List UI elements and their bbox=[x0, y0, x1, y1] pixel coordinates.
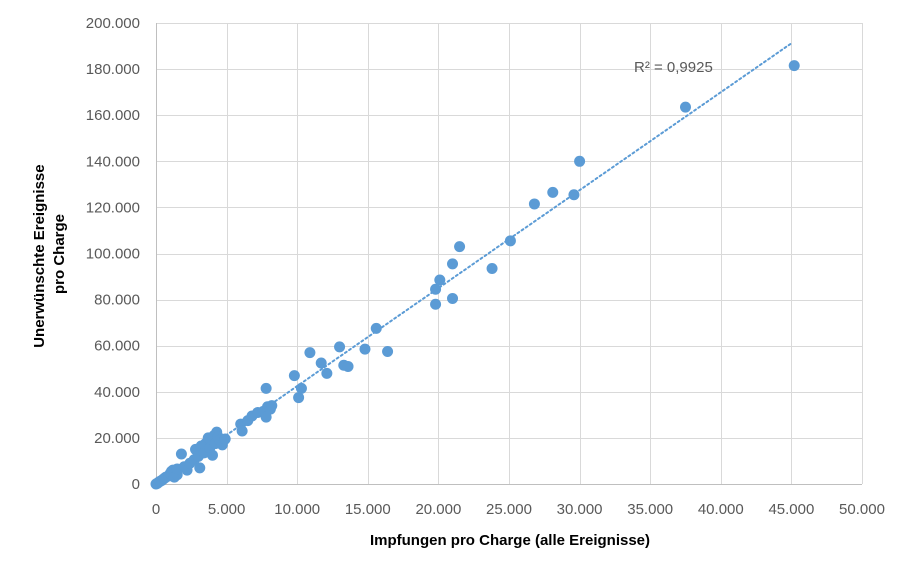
data-point bbox=[430, 283, 442, 295]
y-tick-label: 120.000 bbox=[86, 199, 140, 216]
y-tick-label: 200.000 bbox=[86, 15, 140, 32]
data-point bbox=[295, 382, 307, 394]
data-point bbox=[194, 462, 206, 474]
y-axis-title-line-1: Unerwünschte Ereignisse bbox=[31, 164, 48, 347]
data-point bbox=[175, 448, 187, 460]
x-tick-label: 5.000 bbox=[208, 501, 246, 518]
data-point bbox=[288, 370, 300, 382]
data-point bbox=[260, 411, 272, 423]
data-point bbox=[447, 292, 459, 304]
data-point bbox=[359, 343, 371, 355]
axes bbox=[156, 23, 862, 485]
data-point bbox=[547, 186, 559, 198]
y-tick-labels: 0 20.000 40.000 60.000 80.000 100.000 120.000 1… bbox=[86, 15, 140, 493]
x-tick-label: 20.000 bbox=[415, 501, 461, 518]
x-tick-label: 15.000 bbox=[345, 501, 391, 518]
x-tick-label: 30.000 bbox=[557, 501, 603, 518]
trendline bbox=[155, 42, 793, 485]
data-point bbox=[504, 235, 516, 247]
data-point bbox=[454, 241, 466, 253]
data-point bbox=[680, 101, 691, 113]
x-tick-label: 45.000 bbox=[768, 501, 814, 518]
data-point bbox=[315, 357, 327, 369]
y-tick-label: 60.000 bbox=[94, 338, 140, 355]
x-tick-label: 50.000 bbox=[839, 501, 885, 518]
data-point bbox=[266, 400, 278, 412]
data-point bbox=[260, 382, 272, 394]
data-point bbox=[434, 274, 446, 286]
r-squared-annotation: R² = 0,9925 bbox=[634, 59, 713, 76]
data-point bbox=[370, 322, 382, 334]
data-point bbox=[219, 433, 231, 445]
data-point bbox=[528, 198, 540, 210]
x-tick-label: 0 bbox=[152, 501, 160, 518]
y-tick-label: 180.000 bbox=[86, 61, 140, 78]
data-points bbox=[150, 60, 800, 490]
data-point bbox=[236, 425, 248, 437]
y-axis-title-line-2: pro Charge bbox=[51, 214, 68, 294]
data-point bbox=[293, 392, 305, 404]
data-point bbox=[568, 189, 580, 201]
data-point bbox=[486, 262, 498, 274]
data-point bbox=[342, 360, 354, 372]
data-point bbox=[574, 155, 586, 167]
y-tick-label: 100.000 bbox=[86, 246, 140, 263]
data-point bbox=[447, 258, 459, 270]
data-point bbox=[788, 60, 800, 72]
data-point bbox=[334, 341, 346, 353]
y-tick-label: 160.000 bbox=[86, 107, 140, 124]
x-tick-label: 25.000 bbox=[486, 501, 532, 518]
y-axis-title: Unerwünschte Ereignisse pro Charge bbox=[31, 160, 68, 348]
x-tick-label: 10.000 bbox=[274, 501, 320, 518]
y-tick-label: 0 bbox=[132, 476, 140, 493]
trendline-layer bbox=[155, 42, 793, 485]
y-tick-label: 20.000 bbox=[94, 430, 140, 447]
data-point bbox=[304, 347, 316, 359]
x-axis-title: Impfungen pro Charge (alle Ereignisse) bbox=[370, 532, 650, 549]
data-point bbox=[382, 345, 394, 357]
x-tick-label: 40.000 bbox=[698, 501, 744, 518]
x-tick-label: 35.000 bbox=[627, 501, 673, 518]
y-tick-label: 140.000 bbox=[86, 153, 140, 170]
x-tick-labels: 0 5.000 10.000 15.000 20.000 25.000 30.000 35.0… bbox=[152, 501, 885, 518]
data-point bbox=[206, 449, 218, 461]
y-tick-label: 40.000 bbox=[94, 384, 140, 401]
data-point bbox=[321, 367, 333, 379]
y-tick-label: 80.000 bbox=[94, 292, 140, 309]
data-point bbox=[430, 298, 442, 310]
